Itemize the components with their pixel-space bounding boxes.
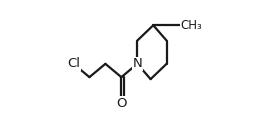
Text: Cl: Cl	[67, 57, 80, 70]
Text: CH₃: CH₃	[180, 19, 202, 32]
Text: O: O	[116, 97, 127, 110]
Text: N: N	[132, 57, 142, 70]
